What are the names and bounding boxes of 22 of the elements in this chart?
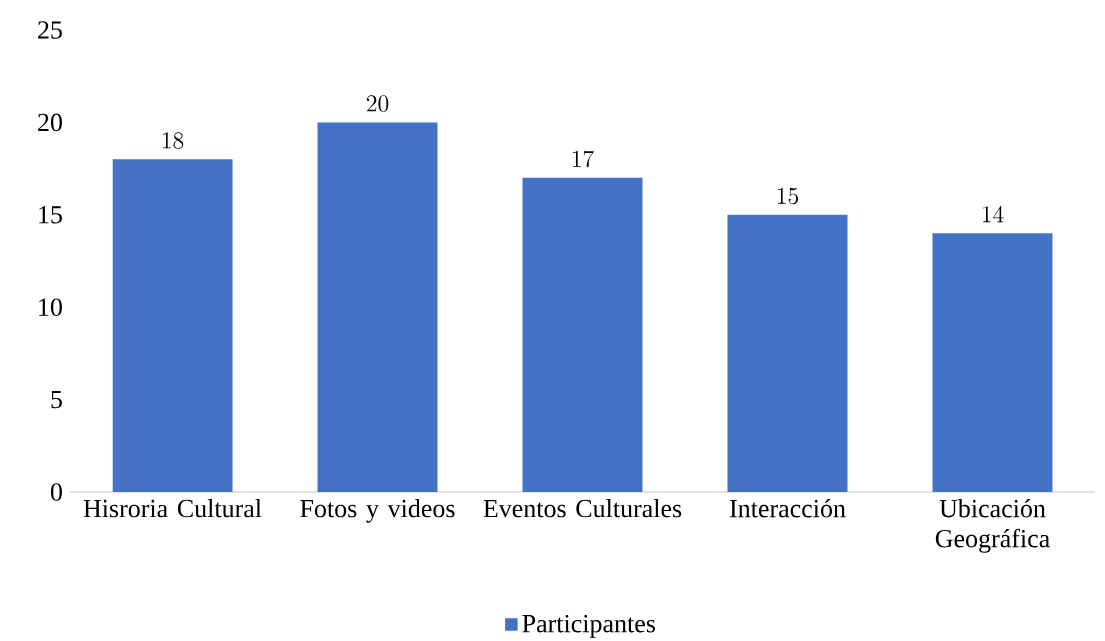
bar	[112, 159, 233, 492]
data-label: 20	[366, 95, 389, 112]
y-tick-label: 20	[38, 113, 62, 132]
data-label: 18	[162, 132, 184, 149]
x-tick-label: Interacción	[729, 499, 846, 518]
data-label: 15	[777, 187, 799, 205]
data-label: 17	[572, 150, 594, 168]
bar	[522, 177, 643, 492]
y-tick-label: 15	[39, 206, 62, 224]
bar	[727, 214, 848, 492]
data-label: 14	[982, 206, 1004, 223]
y-tick-label: 25	[38, 21, 62, 39]
bar	[317, 122, 438, 492]
x-tick-label: Ubicación Geográfica	[935, 499, 1050, 553]
x-tick-label: Hisroria Cultural	[83, 499, 262, 518]
x-tick-label: Eventos Culturales	[483, 499, 682, 518]
legend-label: Participantes	[522, 614, 655, 638]
y-tick-label: 0	[50, 483, 62, 501]
y-tick-label: 5	[51, 390, 62, 409]
bar	[932, 233, 1053, 492]
x-tick-label: Fotos y videos	[300, 499, 455, 523]
y-tick-label: 10	[39, 298, 62, 316]
